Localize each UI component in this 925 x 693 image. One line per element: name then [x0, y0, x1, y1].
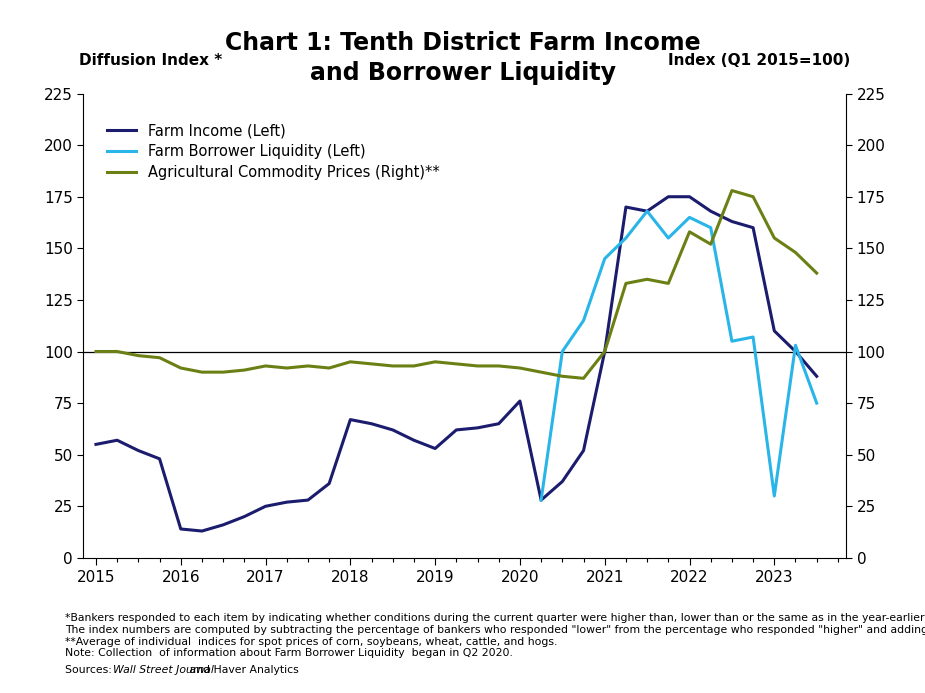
Agricultural Commodity Prices (Right)** [429, 358, 440, 366]
Farm Borrower Liquidity (Left) [790, 341, 801, 349]
Farm Borrower Liquidity (Left) [621, 234, 632, 242]
Agricultural Commodity Prices (Right)** [302, 362, 314, 370]
Agricultural Commodity Prices (Right)** [450, 360, 462, 368]
Farm Borrower Liquidity (Left) [557, 347, 568, 356]
Agricultural Commodity Prices (Right)** [536, 368, 547, 376]
Farm Income (Left) [239, 512, 250, 520]
Agricultural Commodity Prices (Right)** [133, 351, 144, 360]
Text: Chart 1: Tenth District Farm Income
and Borrower Liquidity: Chart 1: Tenth District Farm Income and … [225, 31, 700, 85]
Farm Income (Left) [450, 426, 462, 434]
Farm Income (Left) [493, 419, 504, 428]
Farm Income (Left) [345, 415, 356, 423]
Farm Income (Left) [747, 224, 758, 232]
Farm Borrower Liquidity (Left) [769, 492, 780, 500]
Text: *Bankers responded to each item by indicating whether conditions during the curr: *Bankers responded to each item by indic… [65, 613, 925, 658]
Farm Income (Left) [281, 498, 292, 507]
Farm Borrower Liquidity (Left) [599, 254, 610, 263]
Agricultural Commodity Prices (Right)** [599, 347, 610, 356]
Farm Borrower Liquidity (Left) [536, 496, 547, 505]
Agricultural Commodity Prices (Right)** [281, 364, 292, 372]
Agricultural Commodity Prices (Right)** [91, 347, 102, 356]
Farm Income (Left) [472, 423, 483, 432]
Farm Income (Left) [621, 203, 632, 211]
Farm Borrower Liquidity (Left) [662, 234, 673, 242]
Agricultural Commodity Prices (Right)** [154, 353, 166, 362]
Farm Income (Left) [726, 218, 737, 226]
Text: Index (Q1 2015=100): Index (Q1 2015=100) [668, 53, 850, 68]
Agricultural Commodity Prices (Right)** [726, 186, 737, 195]
Agricultural Commodity Prices (Right)** [747, 193, 758, 201]
Agricultural Commodity Prices (Right)** [557, 372, 568, 380]
Agricultural Commodity Prices (Right)** [408, 362, 419, 370]
Farm Income (Left) [408, 436, 419, 444]
Agricultural Commodity Prices (Right)** [175, 364, 186, 372]
Legend: Farm Income (Left), Farm Borrower Liquidity (Left), Agricultural Commodity Price: Farm Income (Left), Farm Borrower Liquid… [98, 115, 449, 189]
Agricultural Commodity Prices (Right)** [112, 347, 123, 356]
Agricultural Commodity Prices (Right)** [493, 362, 504, 370]
Farm Income (Left) [91, 440, 102, 448]
Agricultural Commodity Prices (Right)** [366, 360, 377, 368]
Farm Income (Left) [112, 436, 123, 444]
Farm Income (Left) [302, 496, 314, 505]
Farm Income (Left) [536, 496, 547, 505]
Agricultural Commodity Prices (Right)** [769, 234, 780, 242]
Agricultural Commodity Prices (Right)** [642, 275, 653, 283]
Farm Income (Left) [388, 426, 399, 434]
Agricultural Commodity Prices (Right)** [472, 362, 483, 370]
Agricultural Commodity Prices (Right)** [217, 368, 228, 376]
Farm Income (Left) [175, 525, 186, 533]
Farm Borrower Liquidity (Left) [726, 337, 737, 345]
Farm Income (Left) [133, 446, 144, 455]
Line: Farm Income (Left): Farm Income (Left) [96, 197, 817, 531]
Farm Income (Left) [557, 477, 568, 486]
Agricultural Commodity Prices (Right)** [811, 269, 822, 277]
Farm Income (Left) [790, 347, 801, 356]
Farm Borrower Liquidity (Left) [747, 333, 758, 341]
Text: Wall Street Journal: Wall Street Journal [113, 665, 214, 675]
Farm Income (Left) [217, 520, 228, 529]
Farm Income (Left) [769, 326, 780, 335]
Text: and Haver Analytics: and Haver Analytics [186, 665, 299, 675]
Line: Farm Borrower Liquidity (Left): Farm Borrower Liquidity (Left) [541, 211, 817, 500]
Farm Income (Left) [684, 193, 695, 201]
Text: Sources:: Sources: [65, 665, 115, 675]
Farm Income (Left) [366, 419, 377, 428]
Farm Borrower Liquidity (Left) [684, 213, 695, 222]
Agricultural Commodity Prices (Right)** [239, 366, 250, 374]
Farm Income (Left) [429, 444, 440, 453]
Agricultural Commodity Prices (Right)** [705, 240, 716, 248]
Farm Income (Left) [260, 502, 271, 511]
Farm Income (Left) [514, 397, 525, 405]
Agricultural Commodity Prices (Right)** [578, 374, 589, 383]
Line: Agricultural Commodity Prices (Right)**: Agricultural Commodity Prices (Right)** [96, 191, 817, 378]
Farm Income (Left) [578, 446, 589, 455]
Text: Diffusion Index *: Diffusion Index * [80, 53, 223, 68]
Farm Income (Left) [662, 193, 673, 201]
Farm Borrower Liquidity (Left) [705, 224, 716, 232]
Agricultural Commodity Prices (Right)** [196, 368, 207, 376]
Agricultural Commodity Prices (Right)** [514, 364, 525, 372]
Farm Borrower Liquidity (Left) [578, 317, 589, 325]
Farm Income (Left) [324, 480, 335, 488]
Agricultural Commodity Prices (Right)** [621, 279, 632, 288]
Farm Borrower Liquidity (Left) [811, 399, 822, 407]
Farm Income (Left) [154, 455, 166, 463]
Farm Income (Left) [705, 207, 716, 216]
Agricultural Commodity Prices (Right)** [790, 248, 801, 256]
Farm Borrower Liquidity (Left) [642, 207, 653, 216]
Agricultural Commodity Prices (Right)** [345, 358, 356, 366]
Agricultural Commodity Prices (Right)** [260, 362, 271, 370]
Agricultural Commodity Prices (Right)** [324, 364, 335, 372]
Agricultural Commodity Prices (Right)** [662, 279, 673, 288]
Farm Income (Left) [196, 527, 207, 535]
Farm Income (Left) [599, 347, 610, 356]
Agricultural Commodity Prices (Right)** [684, 228, 695, 236]
Farm Income (Left) [642, 207, 653, 216]
Agricultural Commodity Prices (Right)** [388, 362, 399, 370]
Farm Income (Left) [811, 372, 822, 380]
